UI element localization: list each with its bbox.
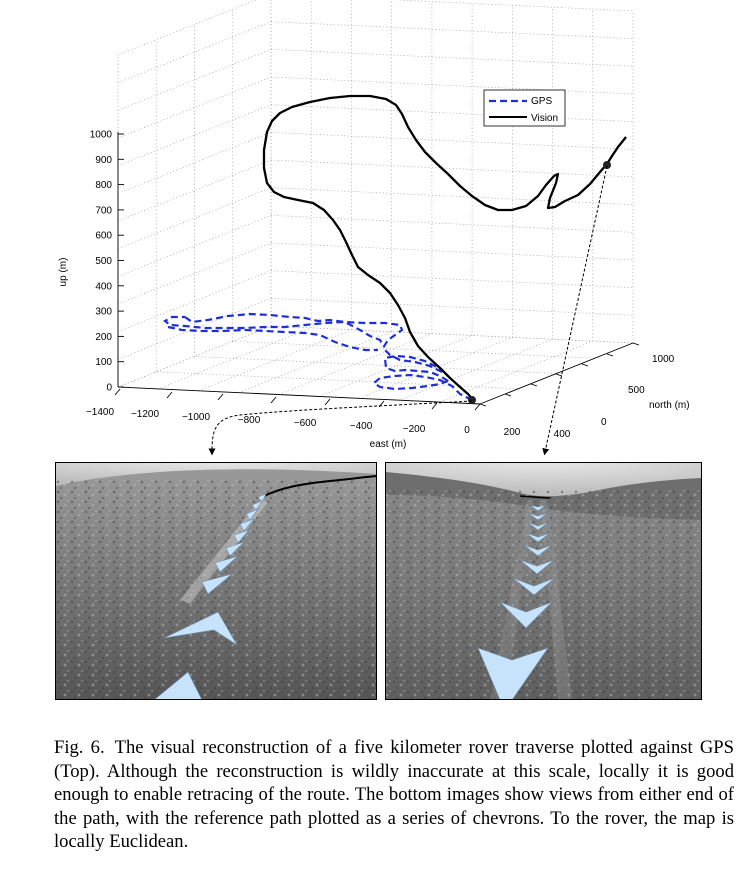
east-tick-label: −600 (294, 418, 317, 429)
caption-label: Fig. 6. (54, 737, 105, 758)
chevron-group-left (153, 493, 267, 700)
grid-lines (117, 0, 634, 405)
north-tick-label: 1000 (652, 354, 675, 365)
east-tick-label: 400 (554, 429, 571, 440)
east-axis-ticks: −1400 −1200 −1000 −800 −600 −400 −200 0 200 400 (86, 388, 571, 440)
up-tick-label: 600 (95, 231, 112, 242)
photo-start-view (55, 462, 377, 700)
east-axis-label: east (m) (370, 439, 407, 450)
up-axis-label: up (m) (58, 258, 69, 287)
up-tick-label: 1000 (90, 130, 113, 141)
figure-caption: Fig. 6. The visual reconstruction of a fi… (54, 736, 734, 854)
legend: GPS Vision (483, 89, 566, 127)
caption-text: The visual reconstruction of a five kilo… (54, 737, 734, 853)
north-axis-label: north (m) (649, 400, 690, 411)
east-tick-label: −1400 (86, 407, 115, 418)
legend-vision: Vision (531, 113, 558, 124)
north-tick-label: 0 (601, 417, 607, 428)
up-tick-label: 100 (95, 357, 112, 368)
east-tick-label: −1200 (131, 409, 160, 420)
gps-path (163, 312, 473, 401)
east-tick-label: −200 (403, 424, 426, 435)
axis-lines (117, 132, 634, 405)
up-tick-label: 700 (95, 205, 112, 216)
up-tick-label: 800 (95, 180, 112, 191)
up-tick-label: 900 (95, 155, 112, 166)
east-tick-label: 0 (464, 425, 470, 436)
callout-arrow-left (208, 400, 473, 456)
north-axis-ticks: 1000 500 0 (479, 342, 675, 428)
vision-path (262, 94, 627, 402)
up-tick-label: 400 (95, 281, 112, 292)
east-tick-label: 200 (504, 427, 521, 438)
reference-path-line (261, 475, 377, 498)
chevron-group-right (477, 504, 556, 700)
east-tick-label: −400 (350, 421, 373, 432)
east-tick-label: −800 (238, 415, 261, 426)
up-tick-label: 300 (95, 307, 112, 318)
path-end-marker-near (468, 396, 476, 404)
up-tick-label: 500 (95, 256, 112, 267)
east-tick-label: −1000 (182, 412, 211, 423)
reference-path-line (519, 495, 551, 499)
up-tick-label: 200 (95, 332, 112, 343)
path-end-marker-far (603, 161, 611, 169)
callout-arrow-right (542, 165, 608, 456)
north-tick-label: 500 (628, 385, 645, 396)
up-tick-label: 0 (106, 383, 112, 394)
legend-gps: GPS (531, 96, 552, 107)
photo-end-view (385, 462, 702, 700)
